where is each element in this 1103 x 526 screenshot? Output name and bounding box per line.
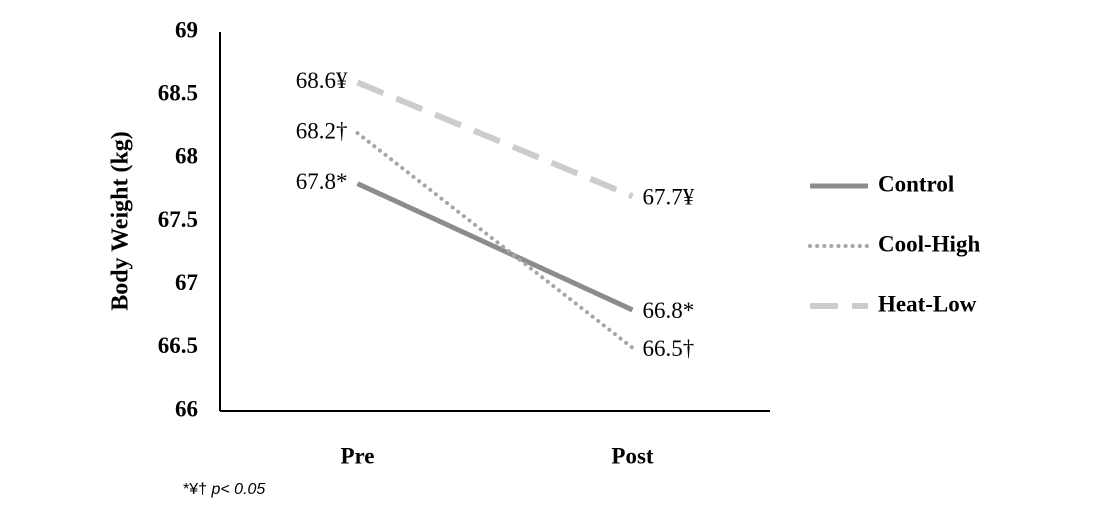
footnote-text: p< 0.05 (210, 481, 265, 498)
series-line (356, 181, 634, 313)
value-label: 68.6¥ (296, 68, 348, 93)
y-axis-title: Body Weight (kg) (108, 131, 134, 311)
footnote-symbols: *¥† (183, 481, 207, 498)
value-label: 66.5† (643, 336, 695, 361)
y-tick-label: 68.5 (158, 80, 198, 105)
value-label: 68.2† (296, 118, 348, 143)
series-line (355, 131, 635, 350)
value-label: 67.7¥ (643, 185, 695, 210)
legend-label: Control (878, 171, 954, 196)
y-tick-label: 69 (175, 17, 198, 42)
legend-label: Cool-High (878, 231, 980, 256)
y-tick-label: 67.5 (158, 207, 198, 232)
y-tick-label: 66 (175, 396, 198, 421)
series-line (356, 79, 634, 200)
x-tick-label: Pre (340, 443, 374, 468)
y-tick-label: 66.5 (158, 333, 198, 358)
x-tick-label: Post (611, 443, 654, 468)
legend-label: Heat-Low (878, 291, 977, 316)
value-label: 67.8* (296, 169, 348, 194)
footnote: *¥† p< 0.05 (183, 481, 265, 498)
y-tick-label: 67 (175, 270, 198, 295)
y-tick-label: 68 (175, 144, 198, 169)
value-label: 66.8* (643, 298, 695, 323)
